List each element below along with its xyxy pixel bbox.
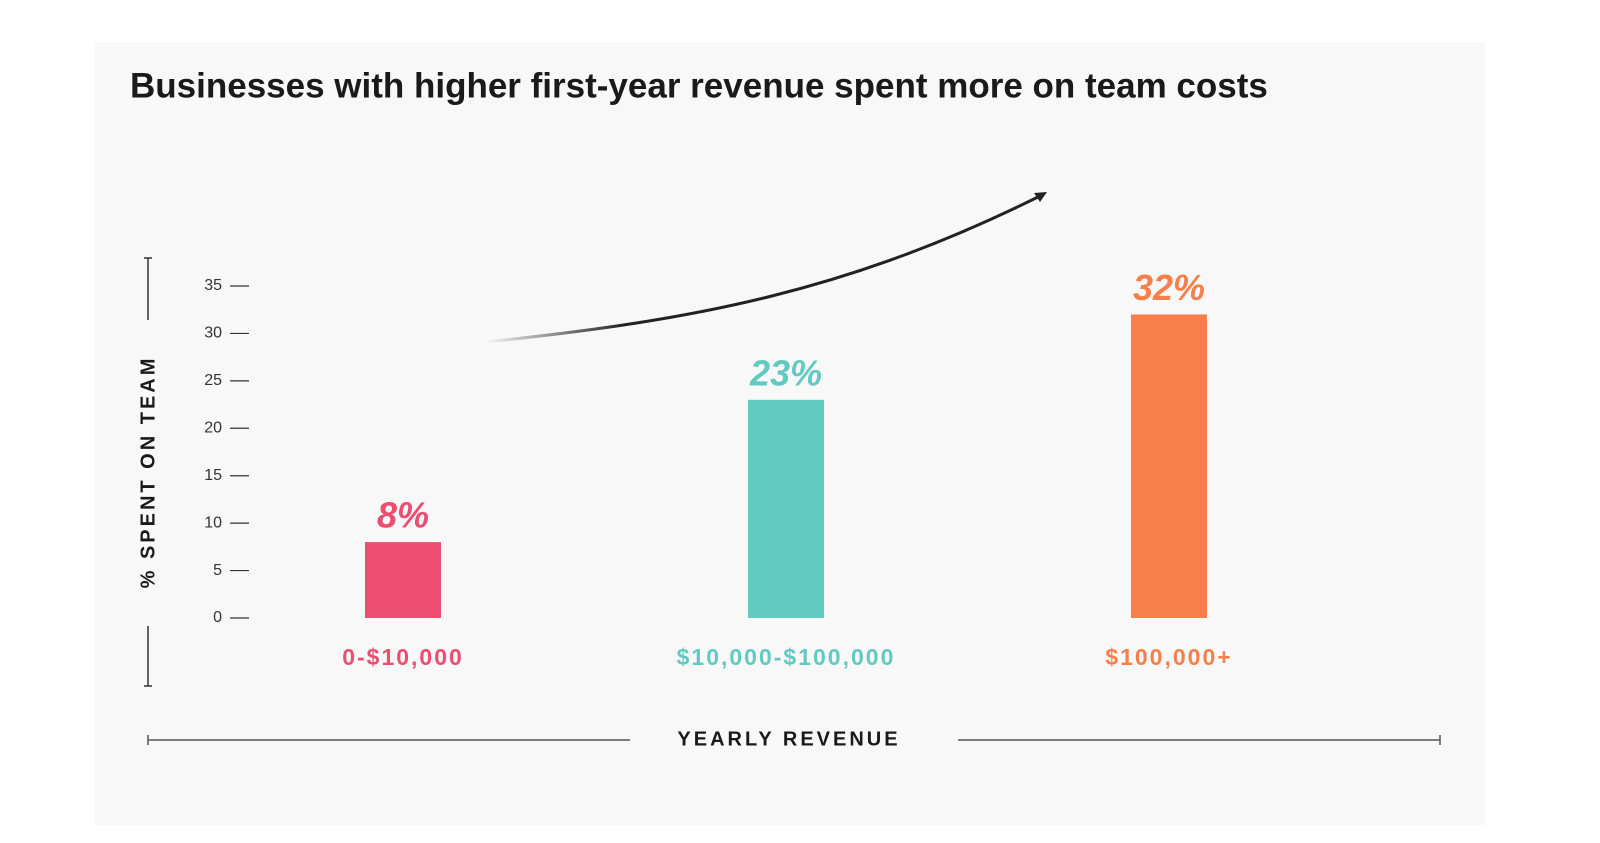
y-tick-label: 30	[204, 325, 222, 342]
x-axis-label: YEARLY REVENUE	[677, 728, 900, 750]
y-tick-label: 25	[204, 372, 222, 389]
bar	[748, 399, 824, 618]
arrow-head	[1034, 192, 1047, 202]
trend-arrow	[484, 194, 1041, 344]
value-label: 8%	[377, 495, 429, 536]
y-tick-label: 20	[204, 420, 222, 437]
y-tick-label: 5	[213, 562, 222, 579]
x-tick-label: $100,000+	[1105, 644, 1232, 670]
y-tick-label: 10	[204, 514, 222, 531]
value-label: 32%	[1133, 267, 1205, 308]
x-tick-label: 0-$10,000	[342, 644, 464, 670]
chart-title: Businesses with higher first-year revenu…	[130, 66, 1268, 105]
x-tick-label: $10,000-$100,000	[677, 644, 896, 670]
y-tick-label: 15	[204, 467, 222, 484]
y-axis-label: % SPENT ON TEAM	[137, 356, 159, 589]
value-label: 23%	[749, 352, 822, 393]
bar	[365, 542, 441, 618]
bar	[1131, 314, 1207, 618]
y-tick-label: 35	[204, 277, 222, 294]
y-tick-label: 0	[213, 609, 222, 626]
